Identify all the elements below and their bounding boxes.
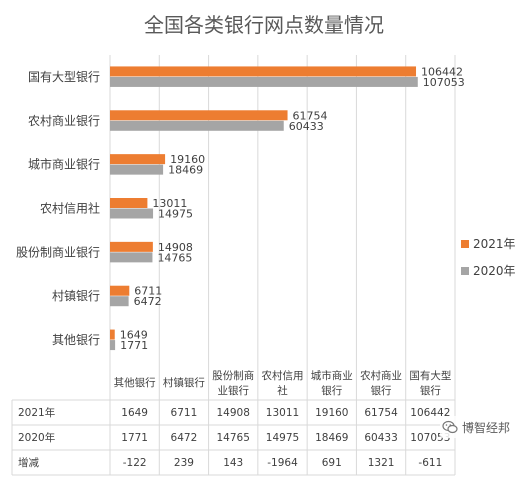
category-label: 农村商业银行 [28,113,100,128]
table-column-header: 国有大型 [409,369,451,382]
category-label: 农村信用社 [40,201,100,216]
table-cell: 14975 [266,432,299,444]
bar [110,208,154,219]
category-label: 其他银行 [52,333,100,347]
legend-swatch [461,267,469,275]
data-label: 6711 [134,285,162,298]
bar [110,285,130,296]
bar [110,252,153,263]
bar [110,154,166,165]
data-label: 106442 [421,65,463,78]
legend: 2021年 2020年 [461,237,516,278]
table-column-header: 股份制商 [212,369,254,382]
table-column-header: 城市商业 [311,369,353,382]
table-column-header: 银行 [321,384,342,397]
watermark-text: 博智经邦 [462,420,511,435]
bar [110,296,129,307]
bar [110,76,418,87]
chart-title: 全国各类银行网点数量情况 [144,13,384,37]
table-column-header: 社 [277,384,288,397]
table-cell: 143 [223,457,243,469]
watermark: 博智经邦 [440,416,528,438]
table-cell: 14765 [217,432,250,444]
data-label: 14765 [157,251,192,264]
data-label: 14908 [158,241,193,254]
data-label: 18469 [168,164,203,177]
data-label: 19160 [170,153,205,166]
bar [110,120,284,131]
bar [110,164,164,175]
table-column-header: 其他银行 [114,376,156,389]
category-label: 城市商业银行 [28,157,100,172]
bar [110,340,116,351]
bar [110,198,148,208]
table-column-header: 银行 [371,384,392,397]
table-cell: 61754 [364,407,398,419]
bars: 1064421070536175460433191601846913011149… [110,65,465,352]
legend-label: 2021年 [473,237,516,251]
table-column-header: 银行 [420,384,441,397]
data-label: 61754 [293,109,328,122]
table-cell: -122 [123,457,147,469]
table-cell: 13011 [266,407,299,419]
table-cell: -611 [418,457,442,469]
table-column-header: 农村商业 [360,369,402,382]
wechat-icon [442,420,458,434]
table-column-header: 农村信用 [262,369,304,382]
table-column-header: 村镇银行 [163,376,205,389]
category-label: 股份制商业银行 [16,244,100,259]
data-label: 107053 [423,76,465,89]
table-cell: 18469 [315,432,348,444]
data-label: 1771 [120,339,148,352]
table-cell: 6472 [171,432,198,444]
table-row-label: 2021年 [18,406,55,419]
legend-swatch [461,240,469,248]
bar [110,66,417,77]
gridlines [109,55,456,362]
bar [110,241,153,252]
table-row-label: 增减 [18,456,39,469]
legend-label: 2020年 [473,264,516,278]
data-label: 1649 [120,329,148,342]
bar [110,329,115,340]
table-cell: 239 [174,457,194,469]
table-cell: 1321 [368,457,395,469]
data-label: 60433 [289,120,324,133]
category-label: 国有大型银行 [28,70,100,84]
table-cell: 691 [322,457,342,469]
table-row-label: 2020年 [18,431,55,444]
data-label: 14975 [158,208,193,221]
table-cell: -1964 [267,457,298,469]
table-column-header: 业银行 [217,384,249,397]
data-label: 6472 [134,295,162,308]
table-cell: 60433 [364,432,397,444]
table-cell: 6711 [171,407,198,419]
table-cell: 19160 [315,407,348,419]
table-cell: 1771 [121,432,148,444]
bar [110,110,288,121]
category-label: 村镇银行 [52,289,100,303]
table-cell: 14908 [217,407,250,419]
table-cell: 1649 [121,407,148,419]
data-label: 13011 [152,197,187,210]
